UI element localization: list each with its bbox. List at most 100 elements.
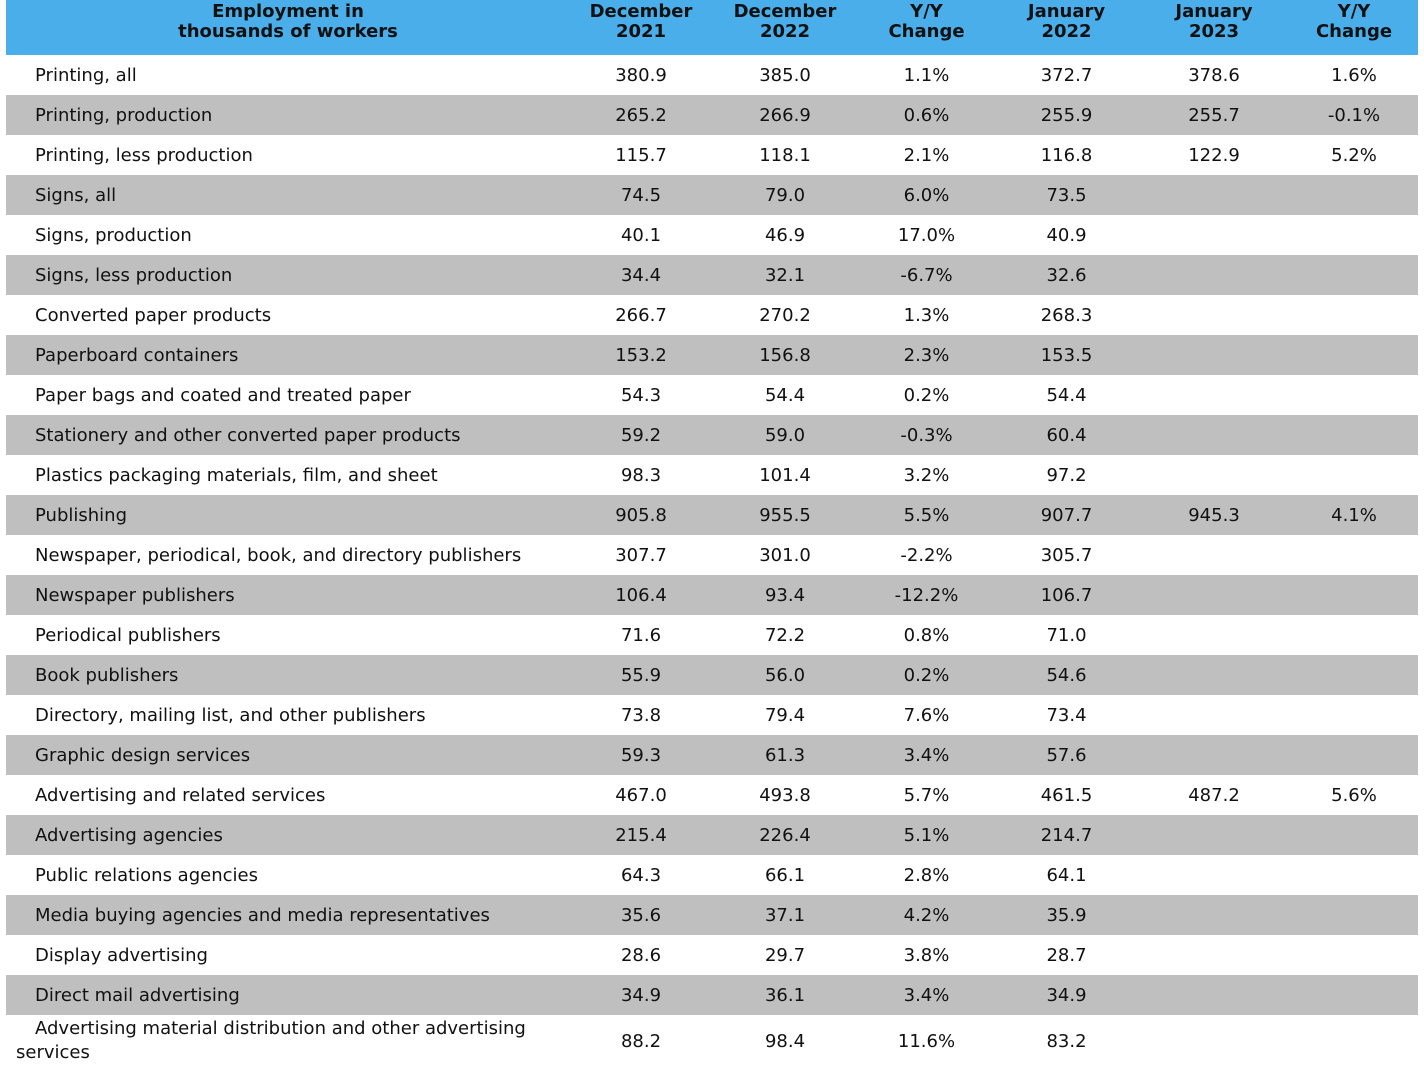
- cell: 71.6: [620, 624, 662, 646]
- cell: 73.5: [995, 175, 1138, 215]
- cell: 34.9: [570, 975, 712, 1015]
- header-line: Change: [888, 21, 965, 42]
- header-line: Y/Y: [1337, 1, 1371, 22]
- header-cell: Y/Y Change: [858, 0, 995, 55]
- header-cell: January 2023: [1138, 0, 1290, 55]
- cell: 467.0: [615, 784, 667, 806]
- cell: 64.3: [620, 864, 662, 886]
- table-row: Plastics packaging materials, film, and …: [6, 455, 1418, 495]
- header-line: January: [1027, 1, 1106, 22]
- table-row: Book publishers 55.9 56.0 0.2% 54.6: [6, 655, 1418, 695]
- table-row: Graphic design services 59.3 61.3 3.4% 57.6: [6, 735, 1418, 775]
- header-line: Employment in: [212, 1, 364, 22]
- cell: [1138, 815, 1290, 855]
- cell: 59.3: [570, 735, 712, 775]
- cell: [1138, 935, 1290, 975]
- table-row: Stationery and other converted paper pro…: [6, 415, 1418, 455]
- row-label: Advertising agencies: [6, 815, 570, 855]
- header-cell: Employment in thousands of workers: [6, 0, 570, 55]
- table-row: Advertising and related services 467.0 493…: [6, 775, 1418, 815]
- cell: 156.8: [712, 335, 858, 375]
- cell: 40.9: [1046, 224, 1087, 246]
- row-label: Converted paper products: [35, 304, 272, 326]
- row-label: Paperboard containers: [6, 335, 570, 375]
- row-label: Printing, production: [6, 95, 570, 135]
- cell: 0.2%: [903, 384, 950, 406]
- table-row: Display advertising 28.6 29.7 3.8% 28.7: [6, 935, 1418, 975]
- cell: 385.0: [759, 64, 811, 86]
- cell: [1290, 335, 1418, 375]
- cell: [1138, 975, 1290, 1015]
- cell: 905.8: [570, 495, 712, 535]
- row-label: Graphic design services: [6, 735, 570, 775]
- cell: [1138, 735, 1290, 775]
- cell: 3.8%: [903, 944, 950, 966]
- cell: 378.6: [1188, 64, 1240, 86]
- cell: 307.7: [615, 544, 667, 566]
- cell: 4.2%: [858, 895, 995, 935]
- cell: 54.4: [1046, 384, 1087, 406]
- cell: [1290, 615, 1418, 655]
- cell: 266.9: [712, 95, 858, 135]
- table-row: Newspaper publishers 106.4 93.4 -12.2% 106.7: [6, 575, 1418, 615]
- row-label: Signs, less production: [6, 255, 570, 295]
- cell: [1290, 575, 1418, 615]
- cell: 54.6: [995, 655, 1138, 695]
- cell: 32.1: [712, 255, 858, 295]
- table-row: Advertising material distribution and ot…: [6, 1015, 1418, 1067]
- row-label: Periodical publishers: [35, 624, 221, 646]
- cell: 93.4: [712, 575, 858, 615]
- cell: [1290, 175, 1418, 215]
- cell: 5.1%: [858, 815, 995, 855]
- cell: 0.6%: [858, 95, 995, 135]
- header-line: 2022: [759, 21, 811, 42]
- cell: 0.2%: [858, 655, 995, 695]
- header-row: Employment in thousands of workers Decembe…: [6, 0, 1418, 55]
- cell: 54.4: [764, 384, 806, 406]
- cell: 5.6%: [1331, 784, 1377, 806]
- cell: 305.7: [1040, 544, 1093, 566]
- cell: 29.7: [764, 944, 806, 966]
- cell: 32.6: [995, 255, 1138, 295]
- header-line: Change: [1315, 21, 1393, 42]
- cell: 5.7%: [903, 784, 950, 806]
- table-row: Direct mail advertising 34.9 36.1 3.4% 34.9: [6, 975, 1418, 1015]
- cell: 46.9: [764, 224, 806, 246]
- table-row: Paper bags and coated and treated paper 5…: [6, 375, 1418, 415]
- row-label: Printing, all: [35, 64, 137, 86]
- table-row: Periodical publishers 71.6 72.2 0.8% 71.0: [6, 615, 1418, 655]
- cell: 3.4%: [858, 735, 995, 775]
- cell: 5.5%: [858, 495, 995, 535]
- cell: [1138, 855, 1290, 895]
- cell: [1290, 535, 1418, 575]
- cell: [1138, 615, 1290, 655]
- table-row: Printing, production 265.2 266.9 0.6% 255.9 2…: [6, 95, 1418, 135]
- cell: 59.2: [570, 415, 712, 455]
- table-row: Directory, mailing list, and other publi…: [6, 695, 1418, 735]
- cell: 71.0: [1046, 624, 1087, 646]
- cell: [1138, 655, 1290, 695]
- cell: [1138, 455, 1290, 495]
- cell: 2.8%: [903, 864, 950, 886]
- cell: [1138, 1015, 1290, 1067]
- table-row: Printing, less production 115.7 118.1 2.1% 1…: [6, 135, 1418, 175]
- cell: 493.8: [759, 784, 811, 806]
- cell: 28.7: [1046, 944, 1087, 966]
- header-line: December: [733, 1, 837, 22]
- cell: 11.6%: [897, 1030, 956, 1052]
- table-row: Signs, all 74.5 79.0 6.0% 73.5: [6, 175, 1418, 215]
- cell: 255.9: [995, 95, 1138, 135]
- cell: [1290, 255, 1418, 295]
- table-row: Paperboard containers 153.2 156.8 2.3% 153.5: [6, 335, 1418, 375]
- cell: 79.0: [712, 175, 858, 215]
- cell: 66.1: [764, 864, 806, 886]
- cell: [1138, 415, 1290, 455]
- header-line: December: [589, 1, 693, 22]
- cell: [1290, 215, 1418, 255]
- cell: 461.5: [1040, 784, 1093, 806]
- row-label: Direct mail advertising: [6, 975, 570, 1015]
- cell: 301.0: [759, 544, 811, 566]
- cell: 5.2%: [1331, 144, 1377, 166]
- cell: 79.4: [764, 704, 806, 726]
